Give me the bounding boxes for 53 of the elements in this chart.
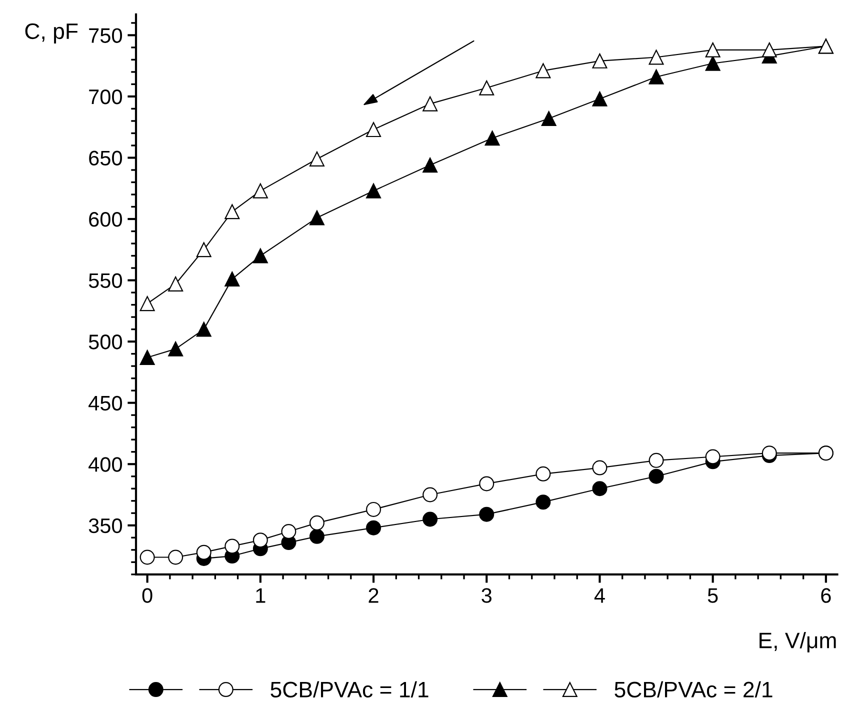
point	[422, 487, 438, 502]
x-axis-title: E, V/μm	[760, 632, 836, 652]
legend-label: 5CB/PVAc = 2/1	[614, 681, 772, 698]
point	[479, 506, 494, 522]
point	[536, 494, 551, 510]
y-tick-label: 550	[88, 273, 122, 288]
point	[648, 468, 664, 484]
point	[196, 544, 212, 560]
point	[592, 91, 608, 106]
x-tick-label: 6	[821, 588, 831, 603]
point	[309, 210, 324, 226]
y-tick-label: 700	[89, 89, 122, 104]
y-axis-title: C, pF	[25, 23, 78, 44]
point	[224, 204, 240, 220]
point	[705, 56, 720, 71]
y-tick-label: 500	[88, 334, 122, 350]
x-tick-label: 5	[708, 588, 718, 603]
point	[422, 158, 438, 173]
point	[705, 449, 720, 464]
point	[168, 341, 184, 356]
point	[536, 466, 551, 482]
point	[422, 512, 438, 527]
point	[484, 130, 500, 146]
point	[366, 183, 382, 198]
y-tick-label: 750	[89, 28, 122, 43]
y-tick-label: 400	[88, 457, 122, 472]
point	[541, 111, 556, 126]
x-tick-label: 1	[256, 588, 266, 603]
y-tick-label: 650	[89, 150, 122, 166]
point	[479, 476, 494, 492]
x-tick-label: 0	[142, 588, 152, 603]
point	[168, 550, 184, 565]
x-tick-label: 4	[594, 588, 605, 603]
point	[762, 42, 777, 58]
point	[648, 69, 664, 84]
point	[648, 452, 664, 468]
point	[366, 520, 382, 536]
point	[196, 322, 212, 337]
point	[140, 350, 155, 365]
point	[592, 481, 608, 496]
point	[309, 528, 324, 544]
x-tick-label: 3	[482, 588, 492, 603]
point	[224, 272, 240, 287]
y-tick-label: 600	[89, 212, 122, 227]
point	[252, 532, 268, 548]
y-tick-label: 350	[88, 518, 122, 534]
legend-label: 5CB/PVAc = 1/1	[270, 681, 428, 698]
x-tick-label: 2	[368, 588, 378, 603]
point	[196, 242, 212, 258]
point	[252, 248, 268, 264]
point	[224, 538, 240, 554]
y-tick-label: 450	[88, 396, 122, 411]
point	[281, 524, 296, 540]
